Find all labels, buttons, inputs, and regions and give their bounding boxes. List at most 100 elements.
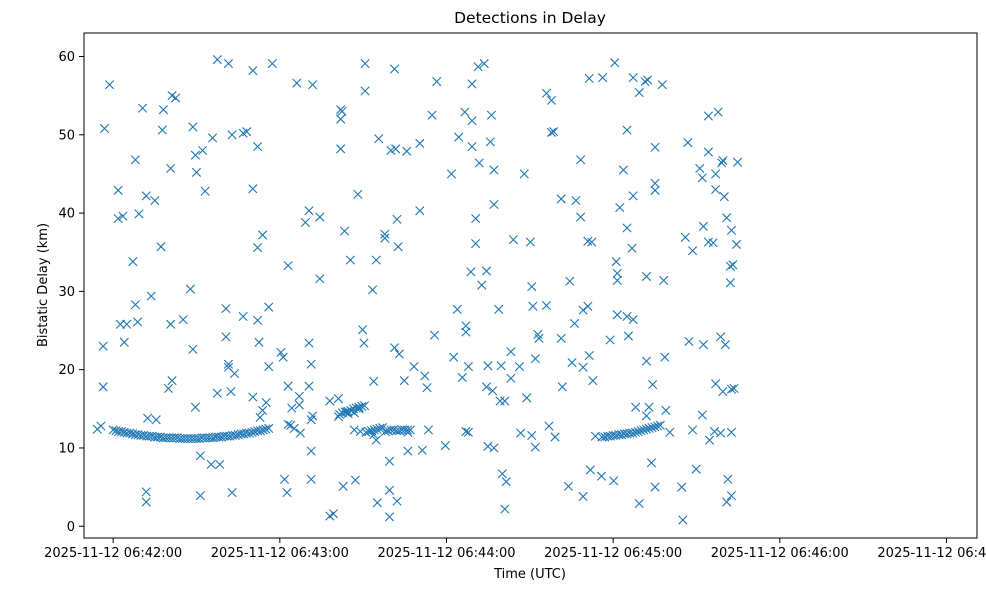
data-point <box>212 388 222 398</box>
y-tick-label: 10 <box>58 441 75 456</box>
data-point <box>403 446 413 456</box>
data-point <box>698 221 708 231</box>
data-point <box>294 391 304 401</box>
data-point <box>546 95 557 105</box>
data-point <box>703 111 713 121</box>
x-tick-label: 2025-11-12 06:43:00 <box>211 546 349 561</box>
data-point <box>130 300 140 310</box>
data-point <box>634 87 644 98</box>
data-point <box>375 423 385 433</box>
y-axis-label: Bistatic Delay (km) <box>36 223 51 347</box>
data-point <box>141 487 151 497</box>
data-point <box>678 515 688 525</box>
data-point <box>306 446 316 456</box>
data-point <box>359 338 369 348</box>
data-point <box>96 421 106 431</box>
data-point <box>718 156 728 166</box>
data-point <box>609 476 619 486</box>
data-point <box>389 64 400 74</box>
data-point <box>304 206 314 216</box>
data-point <box>306 359 316 369</box>
data-point <box>644 423 654 433</box>
data-point <box>661 405 671 415</box>
data-point <box>138 103 148 113</box>
data-point <box>118 211 128 221</box>
data-point <box>185 284 195 294</box>
data-point <box>294 400 304 410</box>
data-point <box>486 110 497 120</box>
data-point <box>519 169 529 179</box>
data-point <box>372 424 382 434</box>
data-point <box>716 428 726 438</box>
data-point <box>308 80 318 90</box>
data-point <box>338 481 348 491</box>
data-point <box>248 65 258 76</box>
data-point <box>584 350 594 361</box>
data-point <box>360 86 370 96</box>
data-point <box>719 192 729 202</box>
data-point <box>647 423 657 433</box>
data-point <box>571 195 581 206</box>
data-point <box>489 443 499 453</box>
data-point <box>242 127 252 137</box>
data-point <box>254 337 264 347</box>
data-point <box>166 319 176 329</box>
data-point <box>563 481 574 491</box>
data-point <box>380 229 390 239</box>
data-point <box>348 404 359 414</box>
data-point <box>415 206 425 216</box>
data-point <box>494 304 504 314</box>
data-point <box>393 242 403 252</box>
data-point <box>527 282 537 292</box>
data-point <box>477 280 487 290</box>
y-tick-label: 0 <box>67 520 75 535</box>
data-point <box>452 304 462 314</box>
data-point <box>467 116 477 126</box>
data-point <box>191 167 202 177</box>
data-point <box>612 275 622 285</box>
data-point <box>585 465 595 475</box>
data-point <box>644 402 654 412</box>
data-point <box>113 213 123 224</box>
data-point <box>108 425 118 435</box>
data-point <box>253 141 263 152</box>
data-point <box>711 379 721 389</box>
y-tick-label: 40 <box>58 207 75 222</box>
data-point <box>726 427 737 437</box>
data-point <box>333 394 344 404</box>
data-point <box>516 428 526 438</box>
data-point <box>650 142 660 152</box>
data-point <box>578 305 588 315</box>
data-point <box>432 76 442 87</box>
data-point <box>618 165 628 175</box>
data-point <box>238 311 248 322</box>
data-point <box>623 331 633 341</box>
data-point <box>422 383 432 393</box>
data-point <box>549 127 559 137</box>
data-point <box>195 491 205 501</box>
data-point <box>565 276 575 286</box>
data-point <box>357 401 367 412</box>
data-point <box>353 189 363 199</box>
data-point <box>163 383 174 394</box>
data-point <box>636 426 646 436</box>
data-point <box>134 209 144 219</box>
y-tick-label: 20 <box>58 363 75 378</box>
data-point <box>198 145 208 156</box>
data-point <box>384 485 395 495</box>
data-point <box>429 330 440 340</box>
data-point <box>641 424 652 434</box>
data-point <box>576 212 586 222</box>
data-point <box>697 173 707 183</box>
data-point <box>467 141 477 152</box>
data-point <box>328 509 339 519</box>
data-point <box>483 361 493 371</box>
data-point <box>641 356 652 366</box>
data-point <box>267 58 277 69</box>
data-point <box>258 405 268 415</box>
data-point <box>258 425 268 435</box>
data-point <box>399 376 409 386</box>
data-point <box>227 130 237 140</box>
data-point <box>337 408 347 418</box>
data-point <box>489 199 499 210</box>
